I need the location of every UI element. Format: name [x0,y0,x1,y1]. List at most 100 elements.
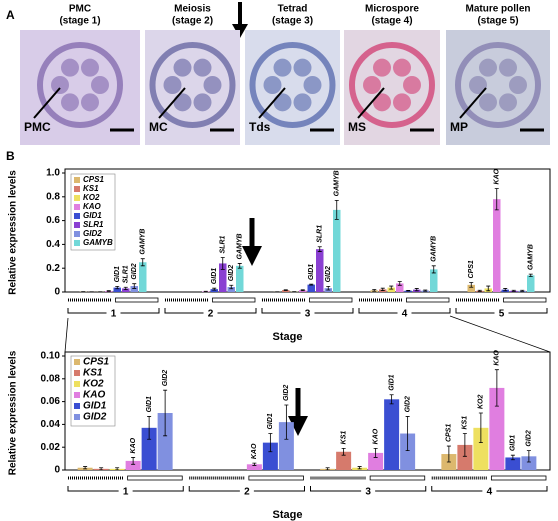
cell [173,58,192,77]
legend-swatch [74,231,80,237]
legend-label: GAMYB [83,238,113,247]
bar [219,263,227,292]
error-bar [123,286,128,291]
image-label: PMC [24,120,51,134]
image-title: Microspore [365,4,419,15]
error-bar [503,288,508,292]
panel-label: B [6,149,15,163]
error-bar [405,416,410,452]
cell [163,76,182,94]
pointer [258,87,286,119]
legend-label: SLR1 [83,220,104,229]
legend-swatch [74,195,80,201]
error-bar [99,467,104,471]
bar-label: GID1 [114,266,121,282]
cell [393,58,411,77]
bar [125,460,141,470]
legend-label: KAO [83,390,105,401]
error-bar [431,265,436,274]
cell [363,76,381,94]
bar-label: GID2 [526,430,533,446]
bar-label: KAO [251,443,258,459]
bar [113,287,121,292]
error-bar [478,412,483,444]
cell [403,76,421,94]
bracket-gap [361,486,376,496]
cell [81,93,99,112]
y-tick-label: 0 [54,287,60,298]
cell [455,42,541,128]
y-tick-label: 0.6 [46,215,60,226]
legend-swatch [74,414,80,420]
cell [469,76,487,94]
legend-label: GID2 [83,412,107,423]
x-axis-label: Stage [273,509,303,521]
cell [193,93,212,112]
legend-label: KS1 [83,368,103,379]
error-bar [446,445,451,463]
bar [307,284,315,292]
bar [467,284,475,292]
image-stage: (stage 3) [272,16,313,27]
bar-label: GID2 [131,263,138,279]
legend-label: CPS1 [83,357,110,368]
stage-strip [127,475,183,481]
stage-strip [490,475,547,481]
cell [81,58,99,77]
error-bar [283,289,288,291]
bracket-gap [300,308,315,318]
bar-label: KAO [494,168,501,184]
cell [61,58,79,77]
bar-label: CPS1 [446,424,453,442]
bar-label: GAMYB [431,236,438,262]
bar [282,290,290,292]
bar [122,288,130,292]
error-bar [341,447,346,456]
error-bar [132,283,137,289]
bar [493,199,501,292]
error-bar [389,394,394,405]
legend-swatch [74,403,80,409]
bar [404,290,412,292]
image-stage: (stage 4) [371,16,412,27]
bracket-gap [118,486,133,496]
bar-label: GID1 [211,268,218,284]
bar [387,287,395,292]
bar-label: KAO [372,428,379,444]
x-tick-label: 2 [244,487,250,498]
error-bar [334,199,339,220]
bar [227,287,235,292]
stage-strip [369,475,426,481]
stage-strip [503,297,547,303]
error-bar [462,433,467,457]
bracket-gap [239,486,254,496]
error-bar [268,433,273,453]
bracket-gap [482,486,497,496]
bar [262,442,278,470]
legend-label: KO2 [83,379,104,390]
legend-label: GID2 [83,229,102,238]
image-title: Meiosis [174,4,211,15]
arrow-head [288,416,308,436]
legend-label: GID1 [83,211,102,220]
image-label: MC [149,120,168,134]
error-bar [486,285,491,292]
pointer [459,87,487,119]
error-bar [397,281,402,286]
image-label: Tds [249,120,271,134]
stage-strip [406,297,450,303]
x-tick-label: 2 [208,309,214,320]
cell [173,93,192,112]
error-bar [494,188,499,211]
bar [336,451,352,470]
bar-label: GID1 [510,435,517,451]
bar-label: KO2 [478,395,485,410]
cell [273,93,292,112]
error-bar [372,289,377,292]
bar [489,387,505,470]
error-bar [140,258,145,267]
x-tick-label: 1 [123,487,129,498]
legend-swatch [74,186,80,192]
cell [293,58,312,77]
